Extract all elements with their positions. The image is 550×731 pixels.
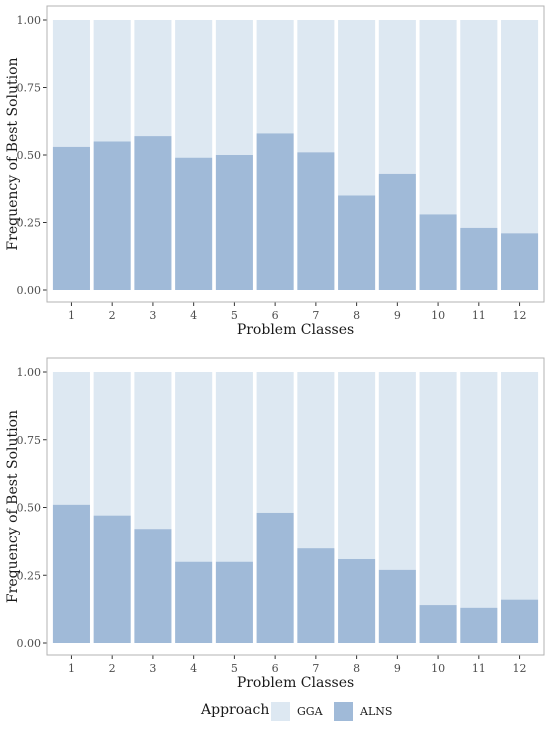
bar-alns-1 xyxy=(52,146,90,290)
x-tick-label-9: 9 xyxy=(394,309,401,322)
legend-label-gga: GGA xyxy=(297,705,324,718)
bar-alns-9 xyxy=(378,173,416,290)
bar-gga-10 xyxy=(419,20,457,215)
bar-gga-3 xyxy=(134,372,172,530)
y-tick-label-3: 0.50 xyxy=(17,502,42,515)
x-tick-label-9: 9 xyxy=(394,662,401,675)
bar-gga-2 xyxy=(93,372,131,516)
bar-alns-8 xyxy=(338,195,376,290)
bar-alns-4 xyxy=(175,561,213,643)
x-tick-label-2: 2 xyxy=(109,309,116,322)
bar-alns-8 xyxy=(338,558,376,643)
bar-alns-12 xyxy=(501,599,539,643)
x-tick-label-11: 11 xyxy=(472,309,486,322)
x-tick-label-5: 5 xyxy=(231,309,238,322)
x-tick-label-3: 3 xyxy=(149,662,156,675)
y-tick-label-5: 1.00 xyxy=(17,14,42,27)
panel-border xyxy=(46,5,545,303)
bar-gga-5 xyxy=(215,372,253,562)
bar-gga-9 xyxy=(378,20,416,174)
bar-alns-11 xyxy=(460,607,498,643)
bar-gga-11 xyxy=(460,20,498,228)
x-tick-label-6: 6 xyxy=(272,662,279,675)
bar-alns-1 xyxy=(52,504,90,643)
x-tick-label-8: 8 xyxy=(353,662,360,675)
bar-gga-10 xyxy=(419,372,457,606)
bar-alns-7 xyxy=(297,152,335,290)
x-tick-label-12: 12 xyxy=(513,309,527,322)
x-tick-label-10: 10 xyxy=(431,309,445,322)
bar-gga-7 xyxy=(297,372,335,549)
x-axis-title: Problem Classes xyxy=(237,322,354,338)
bar-alns-7 xyxy=(297,548,335,643)
bar-gga-2 xyxy=(93,20,131,142)
panel-border xyxy=(46,357,545,656)
chart-panel-1: 1 2 3 4 5 6 7 8 9 10 11 120.000.250.500.751.00Probl… xyxy=(5,5,545,338)
bar-gga-8 xyxy=(338,372,376,559)
y-axis-title: Frequency of Best Solution xyxy=(5,57,21,250)
x-tick-label-10: 10 xyxy=(431,662,445,675)
x-tick-label-6: 6 xyxy=(272,309,279,322)
bar-gga-12 xyxy=(501,20,539,234)
bar-gga-8 xyxy=(338,20,376,196)
bar-alns-6 xyxy=(256,133,294,290)
y-tick-label-1: 0.00 xyxy=(17,284,42,297)
bar-alns-2 xyxy=(93,515,131,643)
bar-gga-3 xyxy=(134,20,172,137)
legend-swatch-gga xyxy=(271,702,290,721)
bar-alns-5 xyxy=(215,155,253,290)
bar-gga-6 xyxy=(256,20,294,134)
bar-alns-11 xyxy=(460,227,498,290)
bar-gga-1 xyxy=(52,372,90,505)
bar-gga-12 xyxy=(501,372,539,600)
x-tick-label-4: 4 xyxy=(190,309,197,322)
y-axis-title: Frequency of Best Solution xyxy=(5,410,21,603)
x-tick-label-11: 11 xyxy=(472,662,486,675)
legend: Approach GGA ALNS xyxy=(200,702,392,721)
bar-alns-4 xyxy=(175,157,213,290)
bar-gga-1 xyxy=(52,20,90,147)
bar-alns-3 xyxy=(134,136,172,290)
y-tick-label-5: 1.00 xyxy=(17,366,42,379)
bar-alns-5 xyxy=(215,561,253,643)
bar-alns-12 xyxy=(501,233,539,290)
x-tick-label-7: 7 xyxy=(312,662,319,675)
bar-gga-7 xyxy=(297,20,335,153)
x-tick-label-4: 4 xyxy=(190,662,197,675)
y-tick-label-3: 0.50 xyxy=(17,149,42,162)
legend-swatch-alns xyxy=(334,702,353,721)
bar-gga-5 xyxy=(215,20,253,155)
x-tick-label-1: 1 xyxy=(68,662,75,675)
bar-alns-6 xyxy=(256,512,294,643)
x-tick-label-8: 8 xyxy=(353,309,360,322)
bar-gga-9 xyxy=(378,372,416,570)
y-tick-label-2: 0.25 xyxy=(17,569,42,582)
x-tick-label-1: 1 xyxy=(68,309,75,322)
x-tick-label-5: 5 xyxy=(231,662,238,675)
legend-label-alns: ALNS xyxy=(359,705,392,718)
bar-gga-4 xyxy=(175,20,213,158)
bar-alns-10 xyxy=(419,214,457,290)
x-tick-label-7: 7 xyxy=(312,309,319,322)
bar-alns-3 xyxy=(134,529,172,643)
chart-panel-2: 1 2 3 4 5 6 7 8 9 10 11 120.000.250.500.751.00Probl… xyxy=(5,357,545,691)
y-tick-label-4: 0.75 xyxy=(17,82,42,95)
y-tick-label-1: 0.00 xyxy=(17,637,42,650)
bar-gga-11 xyxy=(460,372,498,608)
bar-alns-9 xyxy=(378,569,416,643)
x-tick-label-3: 3 xyxy=(149,309,156,322)
x-tick-label-12: 12 xyxy=(513,662,527,675)
x-axis-title: Problem Classes xyxy=(237,675,354,691)
y-tick-label-4: 0.75 xyxy=(17,434,42,447)
bar-alns-10 xyxy=(419,605,457,643)
x-tick-label-2: 2 xyxy=(109,662,116,675)
bar-alns-2 xyxy=(93,141,131,290)
legend-title: Approach xyxy=(200,702,269,718)
bar-gga-4 xyxy=(175,372,213,562)
bar-gga-6 xyxy=(256,372,294,513)
y-tick-label-2: 0.25 xyxy=(17,217,42,230)
